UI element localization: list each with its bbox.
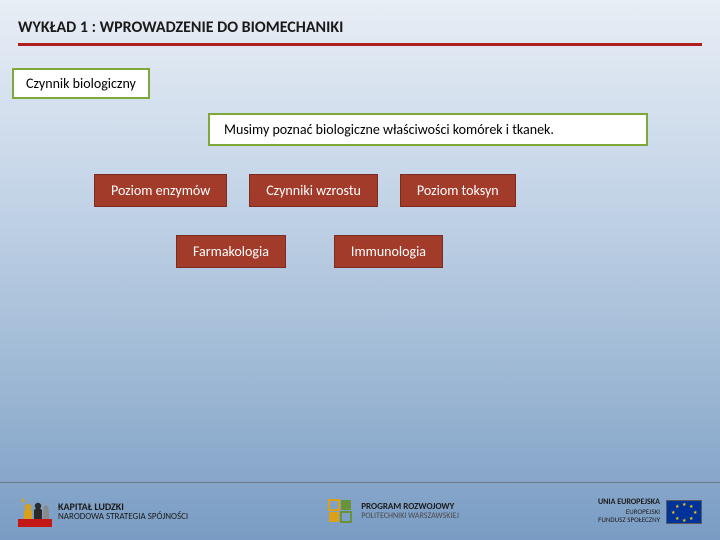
pill-enzyme-level: Poziom enzymów — [94, 174, 227, 207]
pill-immunology: Immunologia — [334, 235, 443, 268]
pill-row-1: Poziom enzymów Czynniki wzrostu Poziom t… — [0, 174, 720, 207]
pill-toxin-level: Poziom toksyn — [400, 174, 516, 207]
logo-program-rozwojowy: PROGRAM ROZWOJOWY POLITECHNIKI WARSZAWSK… — [327, 498, 459, 526]
tag-biological-factor: Czynnik biologiczny — [12, 68, 150, 99]
logo-kapital-ludzki: KAPITAŁ LUDZKI NARODOWA STRATEGIA SPÓJNO… — [18, 497, 188, 527]
pill-pharmacology: Farmakologia — [176, 235, 286, 268]
slide-title: WYKŁAD 1 : WPROWADZENIE DO BIOMECHANIKI — [18, 18, 702, 46]
kapital-ludzki-icon — [18, 497, 52, 527]
callout-text: Musimy poznać biologiczne właściwości ko… — [208, 113, 648, 146]
kl-subtitle: NARODOWA STRATEGIA SPÓJNOŚCI — [58, 512, 188, 522]
pw-icon — [327, 498, 355, 526]
eu-flag-icon: ★ ★ ★ ★ ★ ★ ★ ★ — [666, 500, 702, 524]
logo-eu: UNIA EUROPEJSKA EUROPEJSKI FUNDUSZ SPOŁE… — [598, 498, 702, 524]
footer-bar: KAPITAŁ LUDZKI NARODOWA STRATEGIA SPÓJNO… — [0, 482, 720, 540]
eu-line3: FUNDUSZ SPOŁECZNY — [598, 516, 660, 524]
pw-subtitle: POLITECHNIKI WARSZAWSKIEJ — [361, 512, 459, 521]
pill-row-2: Farmakologia Immunologia — [0, 235, 720, 268]
pill-growth-factors: Czynniki wzrostu — [249, 174, 378, 207]
